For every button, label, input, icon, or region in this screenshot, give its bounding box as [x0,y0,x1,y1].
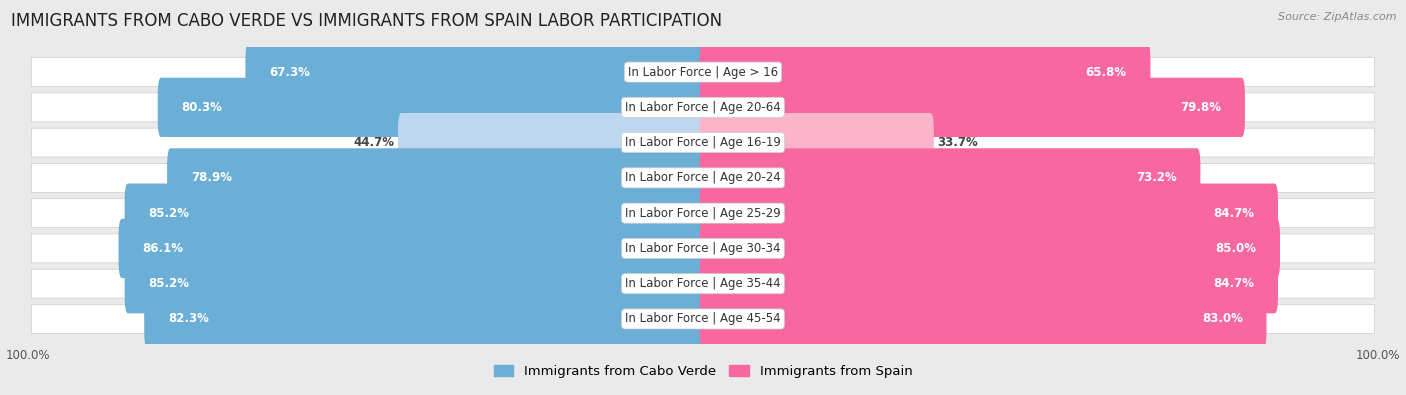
Text: 67.3%: 67.3% [269,66,309,79]
Text: 82.3%: 82.3% [167,312,208,325]
Text: 86.1%: 86.1% [142,242,183,255]
Text: In Labor Force | Age 30-34: In Labor Force | Age 30-34 [626,242,780,255]
Text: 44.7%: 44.7% [353,136,395,149]
FancyBboxPatch shape [700,43,1150,102]
FancyBboxPatch shape [700,113,934,172]
Text: In Labor Force | Age 45-54: In Labor Force | Age 45-54 [626,312,780,325]
Text: Source: ZipAtlas.com: Source: ZipAtlas.com [1278,12,1396,22]
Text: 78.9%: 78.9% [191,171,232,184]
FancyBboxPatch shape [31,199,1375,228]
FancyBboxPatch shape [31,164,1375,192]
FancyBboxPatch shape [700,219,1279,278]
Text: 80.3%: 80.3% [181,101,222,114]
FancyBboxPatch shape [31,58,1375,87]
Text: 84.7%: 84.7% [1213,277,1254,290]
Text: In Labor Force | Age 35-44: In Labor Force | Age 35-44 [626,277,780,290]
Text: IMMIGRANTS FROM CABO VERDE VS IMMIGRANTS FROM SPAIN LABOR PARTICIPATION: IMMIGRANTS FROM CABO VERDE VS IMMIGRANTS… [11,12,723,30]
FancyBboxPatch shape [398,113,706,172]
FancyBboxPatch shape [125,254,706,313]
Text: 84.7%: 84.7% [1213,207,1254,220]
FancyBboxPatch shape [118,219,706,278]
Text: In Labor Force | Age 20-24: In Labor Force | Age 20-24 [626,171,780,184]
FancyBboxPatch shape [145,289,706,349]
FancyBboxPatch shape [700,184,1278,243]
FancyBboxPatch shape [31,305,1375,333]
FancyBboxPatch shape [31,128,1375,157]
FancyBboxPatch shape [157,78,706,137]
FancyBboxPatch shape [700,78,1244,137]
FancyBboxPatch shape [125,184,706,243]
Text: 65.8%: 65.8% [1085,66,1126,79]
FancyBboxPatch shape [246,43,706,102]
FancyBboxPatch shape [700,254,1278,313]
Text: 85.2%: 85.2% [148,207,190,220]
Text: 73.2%: 73.2% [1136,171,1177,184]
FancyBboxPatch shape [31,93,1375,122]
Text: In Labor Force | Age > 16: In Labor Force | Age > 16 [628,66,778,79]
Text: 85.0%: 85.0% [1215,242,1257,255]
Text: 33.7%: 33.7% [938,136,979,149]
FancyBboxPatch shape [700,289,1267,349]
Text: In Labor Force | Age 20-64: In Labor Force | Age 20-64 [626,101,780,114]
Text: In Labor Force | Age 16-19: In Labor Force | Age 16-19 [626,136,780,149]
Text: 79.8%: 79.8% [1180,101,1222,114]
FancyBboxPatch shape [700,148,1201,207]
Text: In Labor Force | Age 25-29: In Labor Force | Age 25-29 [626,207,780,220]
FancyBboxPatch shape [167,148,706,207]
FancyBboxPatch shape [31,269,1375,298]
Legend: Immigrants from Cabo Verde, Immigrants from Spain: Immigrants from Cabo Verde, Immigrants f… [486,358,920,384]
Text: 85.2%: 85.2% [148,277,190,290]
FancyBboxPatch shape [31,234,1375,263]
Text: 83.0%: 83.0% [1202,312,1243,325]
